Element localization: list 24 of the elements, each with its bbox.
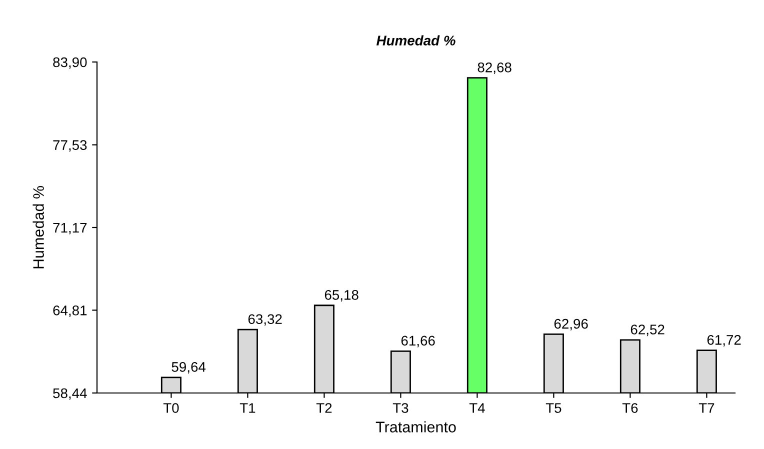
data-label: 82,68 bbox=[478, 62, 512, 74]
data-label: 61,72 bbox=[707, 335, 741, 346]
x-tick-label: T3 bbox=[392, 403, 408, 413]
x-axis-title: Tratamiento bbox=[376, 421, 456, 432]
data-label: 62,96 bbox=[554, 318, 588, 330]
x-tick-label: T0 bbox=[163, 403, 179, 413]
y-tick-label: 71,17 bbox=[53, 222, 87, 234]
x-tick-label: T1 bbox=[240, 403, 256, 413]
x-tick-label: T6 bbox=[622, 403, 638, 413]
y-axis-title: Humedad % bbox=[32, 186, 44, 268]
data-label: 61,66 bbox=[401, 336, 435, 348]
data-label: 62,52 bbox=[630, 324, 664, 336]
chart-title: Humedad % bbox=[376, 35, 456, 46]
y-tick-label: 83,90 bbox=[53, 57, 87, 69]
x-tick-label: T7 bbox=[698, 403, 714, 413]
x-tick-label: T5 bbox=[546, 403, 562, 413]
y-tick-label: 58,44 bbox=[53, 388, 87, 400]
x-tick-label: T2 bbox=[316, 403, 332, 413]
y-tick-label: 77,53 bbox=[53, 140, 87, 152]
y-tick-label: 64,81 bbox=[53, 306, 87, 317]
data-label: 65,18 bbox=[324, 290, 358, 302]
data-label: 59,64 bbox=[172, 362, 206, 374]
data-label: 63,32 bbox=[248, 314, 282, 326]
x-tick-label: T4 bbox=[469, 403, 485, 413]
